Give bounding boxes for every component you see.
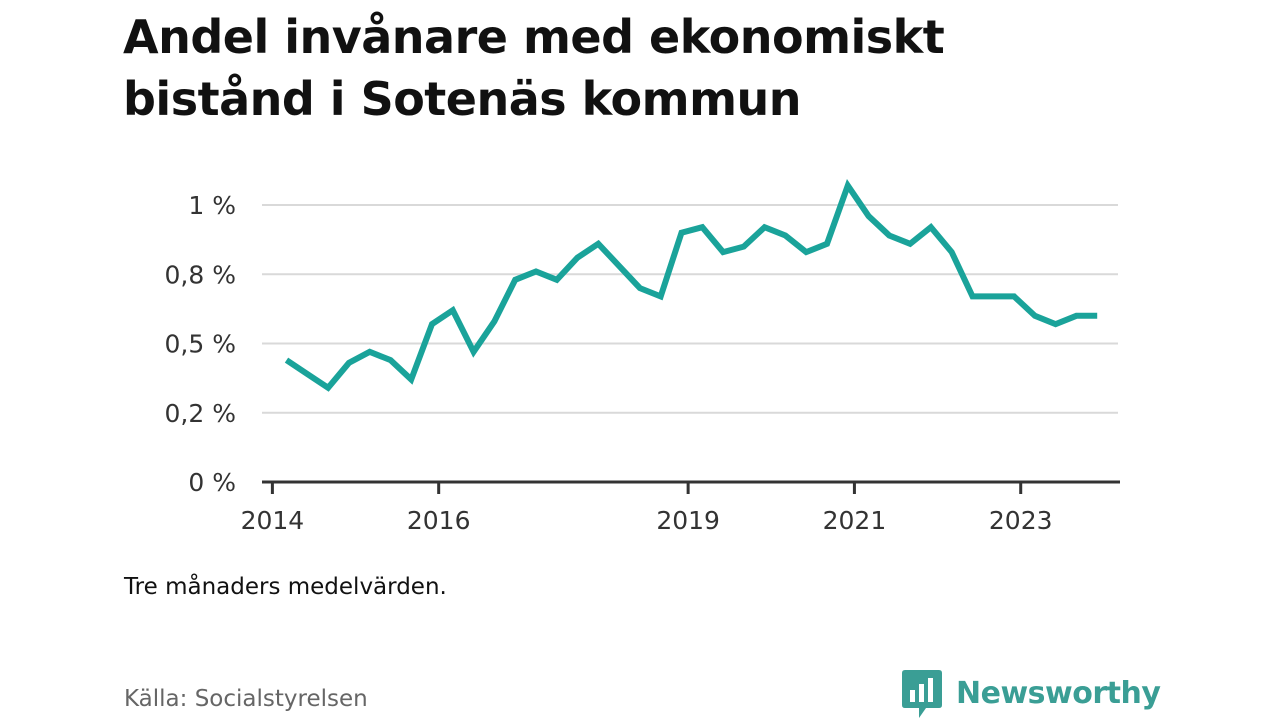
chart-title: Andel invånare med ekonomiskt bistånd i … <box>123 10 945 126</box>
x-tick-label: 2019 <box>656 506 720 535</box>
chart-note: Tre månaders medelvärden. <box>124 574 447 600</box>
brand-name: Newsworthy <box>956 676 1161 711</box>
line-chart: 0 %0,2 %0,5 %0,8 %1 % 2014 2016 2019 2021 20… <box>165 179 1120 535</box>
y-tick-label: 0,2 % <box>165 399 236 428</box>
x-tick-label: 2021 <box>823 506 887 535</box>
x-tick-label: 2023 <box>989 506 1053 535</box>
y-tick-label: 0 % <box>188 468 236 497</box>
gridlines <box>262 204 1118 414</box>
brand-logo: Newsworthy <box>902 670 1161 718</box>
y-tick-label: 0,5 % <box>165 330 236 359</box>
y-tick-label: 0,8 % <box>165 260 236 289</box>
x-tick-label: 2016 <box>407 506 471 535</box>
x-tick-label: 2014 <box>241 506 305 535</box>
series-group <box>284 179 1098 392</box>
source-credit: Källa: Socialstyrelsen <box>124 686 368 712</box>
x-axis <box>262 480 1120 494</box>
series-line <box>284 179 1098 392</box>
bar-chart-speech-bubble-icon <box>902 670 942 718</box>
y-tick-label: 1 % <box>188 191 236 220</box>
x-axis-labels: 2014 2016 2019 2021 2023 <box>241 506 1053 535</box>
y-axis-labels: 0 % 0,2 % 0,5 % 0,8 % 1 % <box>165 191 236 497</box>
